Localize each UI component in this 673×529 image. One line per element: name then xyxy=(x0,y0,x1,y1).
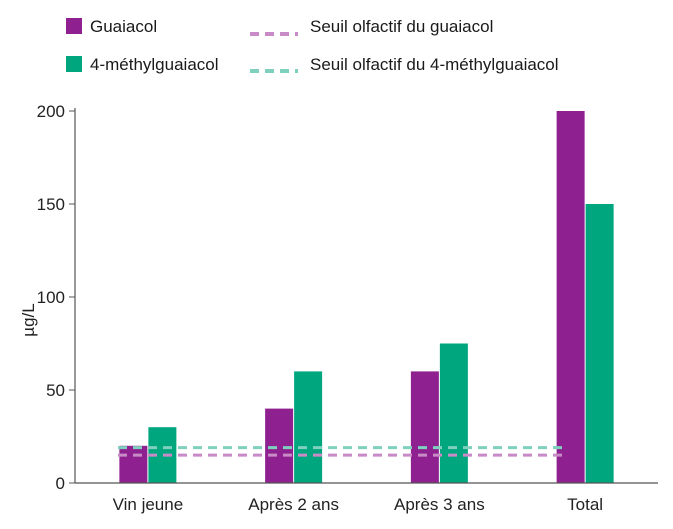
x-tick-label-vin-jeune: Vin jeune xyxy=(113,495,184,514)
y-tick-label: 0 xyxy=(56,474,65,493)
bar-4-methylguaiacol-apres-2-ans xyxy=(294,371,323,483)
legend: Guaiacol 4-méthylguaiacol Seuil olfactif… xyxy=(66,17,559,74)
legend-label-seuil-4-methylguaiacol: Seuil olfactif du 4-méthylguaiacol xyxy=(310,55,559,74)
legend-label-seuil-guaiacol: Seuil olfactif du guaiacol xyxy=(310,17,493,36)
legend-label-guaiacol: Guaiacol xyxy=(90,17,157,36)
legend-label-4-methylguaiacol: 4-méthylguaiacol xyxy=(90,55,219,74)
x-tick-label-apres-3-ans: Après 3 ans xyxy=(394,495,485,514)
bar-guaiacol-apres-2-ans xyxy=(265,408,294,483)
y-tick-label: 150 xyxy=(37,195,65,214)
y-tick-label: 200 xyxy=(37,102,65,121)
y-tick-label: 50 xyxy=(46,381,65,400)
bar-4-methylguaiacol-total xyxy=(585,204,614,483)
bar-guaiacol-total xyxy=(556,111,585,483)
y-axis-title: µg/L xyxy=(19,303,38,336)
x-tick-label-total: Total xyxy=(567,495,603,514)
plot-area xyxy=(118,111,614,483)
bar-guaiacol-vin-jeune xyxy=(119,445,148,483)
x-tick-label-apres-2-ans: Après 2 ans xyxy=(248,495,339,514)
y-tick-label: 100 xyxy=(37,288,65,307)
bar-guaiacol-apres-3-ans xyxy=(410,371,439,483)
legend-swatch-guaiacol xyxy=(66,18,82,34)
bar-4-methylguaiacol-apres-3-ans xyxy=(439,343,468,483)
legend-swatch-4-methylguaiacol xyxy=(66,56,82,72)
